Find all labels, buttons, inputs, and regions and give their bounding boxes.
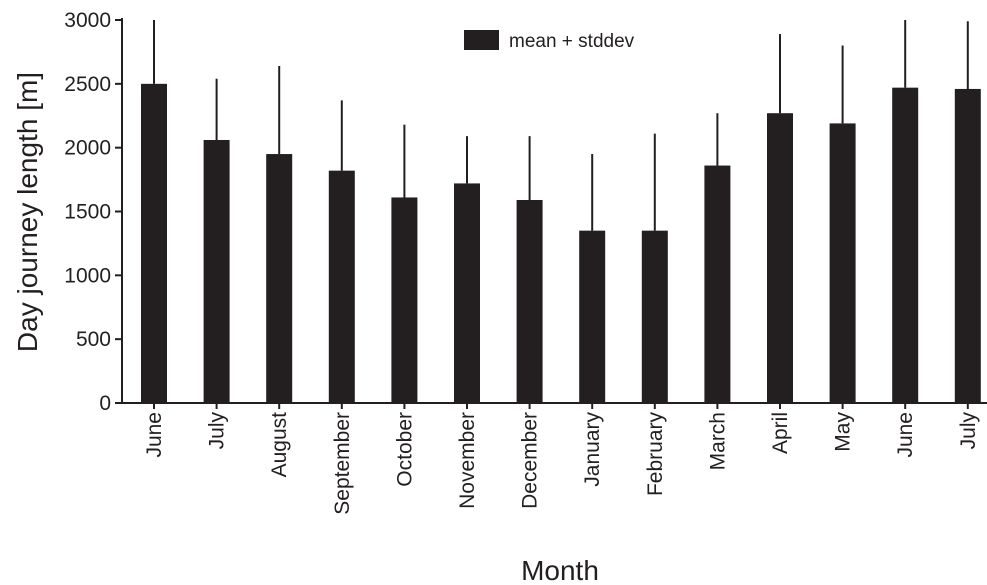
y-tick-label-1500: 1500 xyxy=(64,201,111,224)
y-tick-label-2500: 2500 xyxy=(64,73,111,96)
legend-swatch xyxy=(464,30,499,50)
bar-10 xyxy=(704,165,731,403)
x-tick-label-9: February xyxy=(644,412,667,497)
y-axis: 0 500 1000 1500 2000 2500 3000 xyxy=(64,9,123,415)
y-tick-label-3000: 3000 xyxy=(64,9,111,32)
bar-12 xyxy=(829,123,856,403)
x-tick-label-13: June xyxy=(894,412,917,458)
y-tick-label-0: 0 xyxy=(99,392,111,415)
legend-label: mean + stddev xyxy=(509,31,635,52)
y-tick-label-1000: 1000 xyxy=(64,264,111,287)
bar-6 xyxy=(454,183,480,403)
bar-14 xyxy=(954,88,981,403)
x-tick-label-12: May xyxy=(832,412,855,452)
x-tick-label-5: October xyxy=(393,412,416,487)
x-axis: June July August September October November De… xyxy=(122,402,987,515)
x-tick-label-14: July xyxy=(957,412,980,450)
y-tick-label-2000: 2000 xyxy=(64,137,111,160)
x-tick-label-3: August xyxy=(268,412,291,478)
x-tick-label-7: December xyxy=(519,412,542,509)
x-tick-label-1: June xyxy=(143,412,166,458)
y-axis-title: Day journey length [m] xyxy=(12,72,43,352)
bar-1 xyxy=(141,83,167,403)
x-tick-label-10: March xyxy=(706,412,729,470)
bar-9 xyxy=(641,230,668,403)
x-tick-label-4: September xyxy=(331,412,354,515)
bar-3 xyxy=(266,154,293,403)
bars xyxy=(141,20,981,404)
bar-5 xyxy=(391,197,418,403)
x-tick-label-2: July xyxy=(206,412,229,450)
legend: mean + stddev xyxy=(464,30,635,52)
bar-11 xyxy=(767,113,793,404)
bar-7 xyxy=(516,200,543,403)
x-tick-label-8: January xyxy=(581,412,604,487)
x-tick-label-6: November xyxy=(456,412,479,509)
bar-2 xyxy=(203,140,230,404)
x-axis-title: Month xyxy=(521,555,599,585)
x-tick-label-11: April xyxy=(769,412,792,454)
bar-4 xyxy=(328,170,355,403)
y-tick-label-500: 500 xyxy=(76,328,111,351)
bar-13 xyxy=(892,87,919,403)
bar-8 xyxy=(579,230,606,403)
